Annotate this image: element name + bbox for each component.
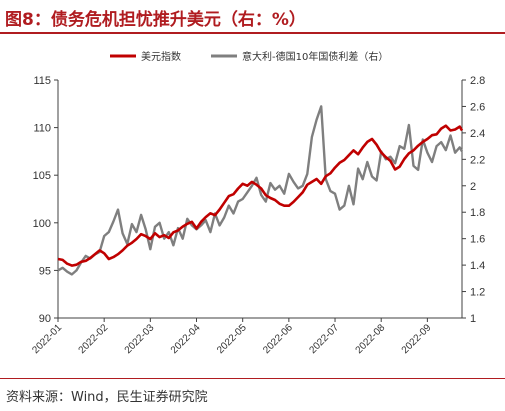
x-tick-label: 2022-08: [354, 322, 388, 356]
x-tick-label: 2022-09: [400, 322, 434, 356]
chart-area: 90 95 100 105 110 115 1 1.2 1.4 1.6 1.8 2 2.2 2.4 2.6 2…: [30, 50, 485, 356]
right-tick-label: 2: [470, 181, 476, 193]
left-tick-label: 110: [33, 123, 51, 135]
figure-title-bar: 图8：债务危机担忧推升美元（右：%）: [0, 0, 505, 32]
title-underline: [0, 32, 505, 34]
left-tick-label: 105: [33, 170, 51, 182]
x-tick-label: 2022-06: [261, 322, 295, 356]
x-tick-label: 2022-07: [307, 322, 341, 356]
left-tick-label: 95: [39, 265, 51, 277]
x-tick-label: 2022-03: [123, 322, 157, 356]
right-tick-label: 1.8: [470, 207, 485, 219]
spread-line: [57, 105, 464, 276]
right-tick-label: 2.2: [470, 154, 485, 166]
left-tick-label: 115: [33, 75, 51, 87]
right-tick-label: 1.6: [470, 234, 485, 246]
x-tick-label: 2022-01: [30, 322, 64, 356]
left-tick-label: 90: [39, 313, 51, 325]
source-rule: [0, 378, 505, 379]
dollar-index-line: [57, 124, 464, 267]
right-tick-label: 2.6: [470, 101, 485, 113]
x-tick-label: 2022-05: [215, 322, 249, 356]
right-tick-label: 2.8: [470, 75, 485, 87]
right-tick-label: 1.4: [470, 260, 485, 272]
source-note: 资料来源：Wind，民生证券研究院: [6, 390, 208, 405]
left-tick-label: 100: [33, 218, 51, 230]
legend-label-dollar-index: 美元指数: [141, 50, 181, 63]
figure-title: 图8：债务危机担忧推升美元（右：%）: [5, 10, 306, 30]
right-tick-label: 2.4: [470, 128, 485, 140]
right-tick-label: 1: [470, 313, 476, 325]
legend-label-spread: 意大利-德国10年国债利差（右）: [242, 50, 388, 63]
right-tick-label: 1.2: [470, 287, 485, 299]
x-tick-label: 2022-04: [169, 322, 203, 356]
x-tick-label: 2022-02: [77, 322, 111, 356]
